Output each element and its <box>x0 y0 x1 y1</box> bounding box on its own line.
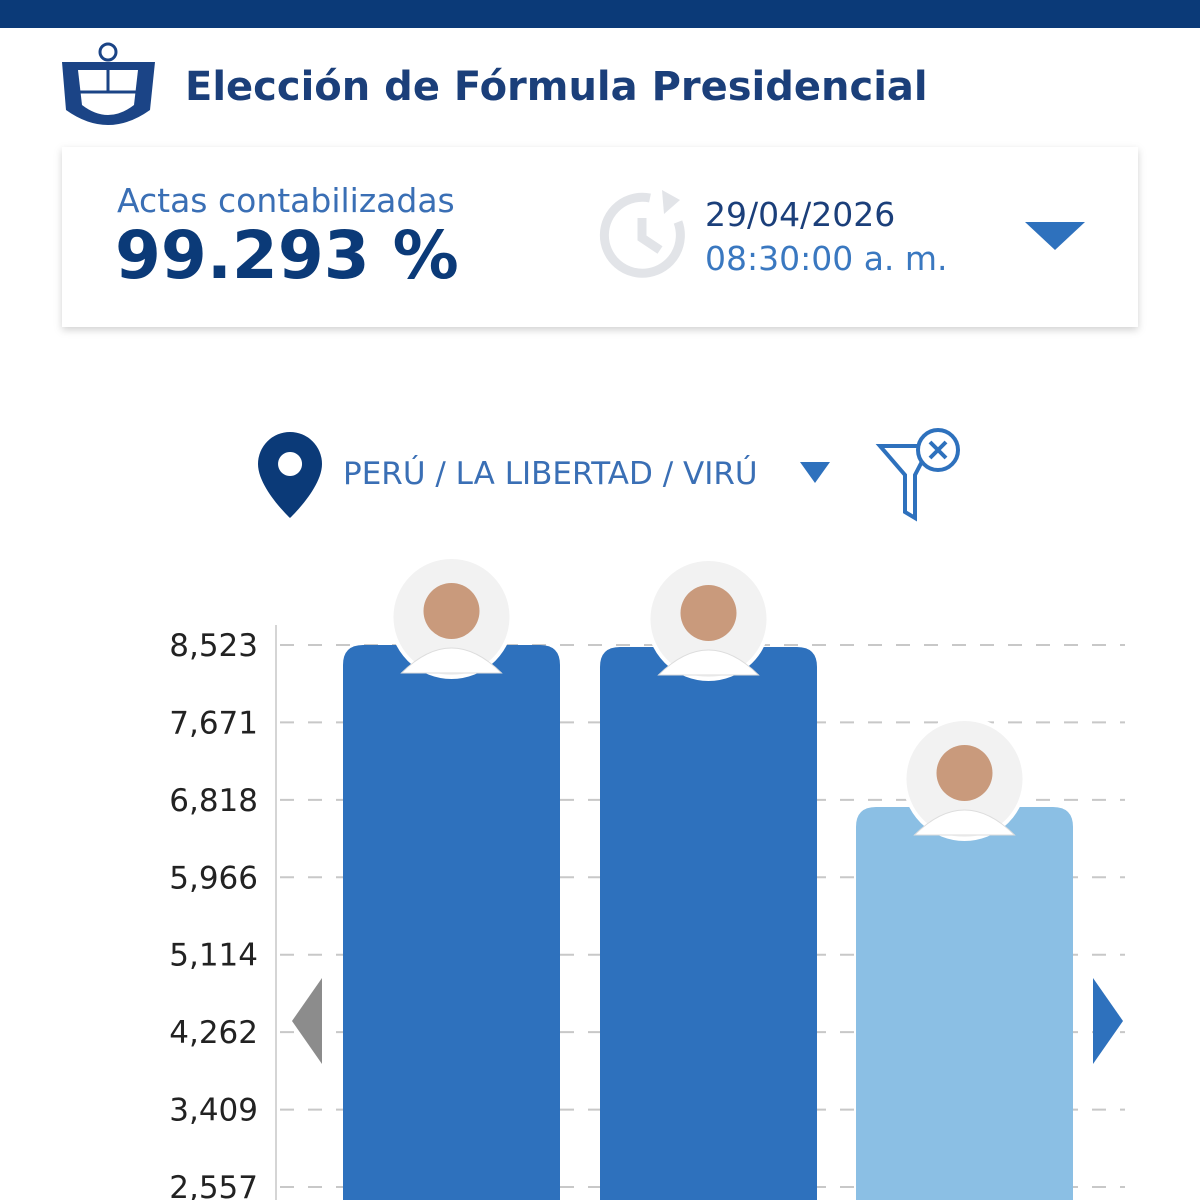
status-percent: 99.293 % <box>115 217 459 294</box>
y-tick-label: 4,262 <box>169 1015 258 1051</box>
candidate-body <box>657 649 760 676</box>
candidate-face <box>423 582 480 639</box>
bar <box>343 644 560 1200</box>
location-path[interactable]: PERÚ / LA LIBERTAD / VIRÚ <box>343 455 758 492</box>
top-bar <box>0 0 1200 28</box>
candidate-face <box>936 744 993 801</box>
status-dropdown[interactable] <box>1025 222 1085 250</box>
emblem <box>62 42 155 125</box>
y-tick-label: 3,409 <box>169 1093 258 1129</box>
clock-icon <box>599 190 685 278</box>
y-tick-label: 7,671 <box>169 705 258 741</box>
status-time: 08:30:00 a. m. <box>705 239 948 278</box>
candidate-face <box>680 584 737 641</box>
bar <box>856 806 1073 1200</box>
y-tick-label: 6,818 <box>169 783 258 819</box>
y-tick-label: 5,114 <box>169 938 258 974</box>
status-label: Actas contabilizadas <box>117 181 455 220</box>
y-tick-label: 5,966 <box>169 860 258 896</box>
status-date: 29/04/2026 <box>705 195 895 234</box>
chart: 8,523 7,671 6,818 5,966 5,114 4,262 3,409 2,557 <box>169 554 1125 1200</box>
next-arrow[interactable] <box>1093 978 1123 1064</box>
location-dropdown[interactable] <box>800 462 830 483</box>
prev-arrow[interactable] <box>292 978 322 1064</box>
title: Elección de Fórmula Presidencial <box>185 64 928 110</box>
candidate-body <box>913 809 1016 836</box>
y-tick-label: 2,557 <box>169 1170 258 1200</box>
filter-clear[interactable] <box>875 428 960 522</box>
candidate-body <box>400 647 503 674</box>
y-tick-label: 8,523 <box>169 628 258 664</box>
pin-icon <box>258 432 322 518</box>
bar <box>600 646 817 1200</box>
